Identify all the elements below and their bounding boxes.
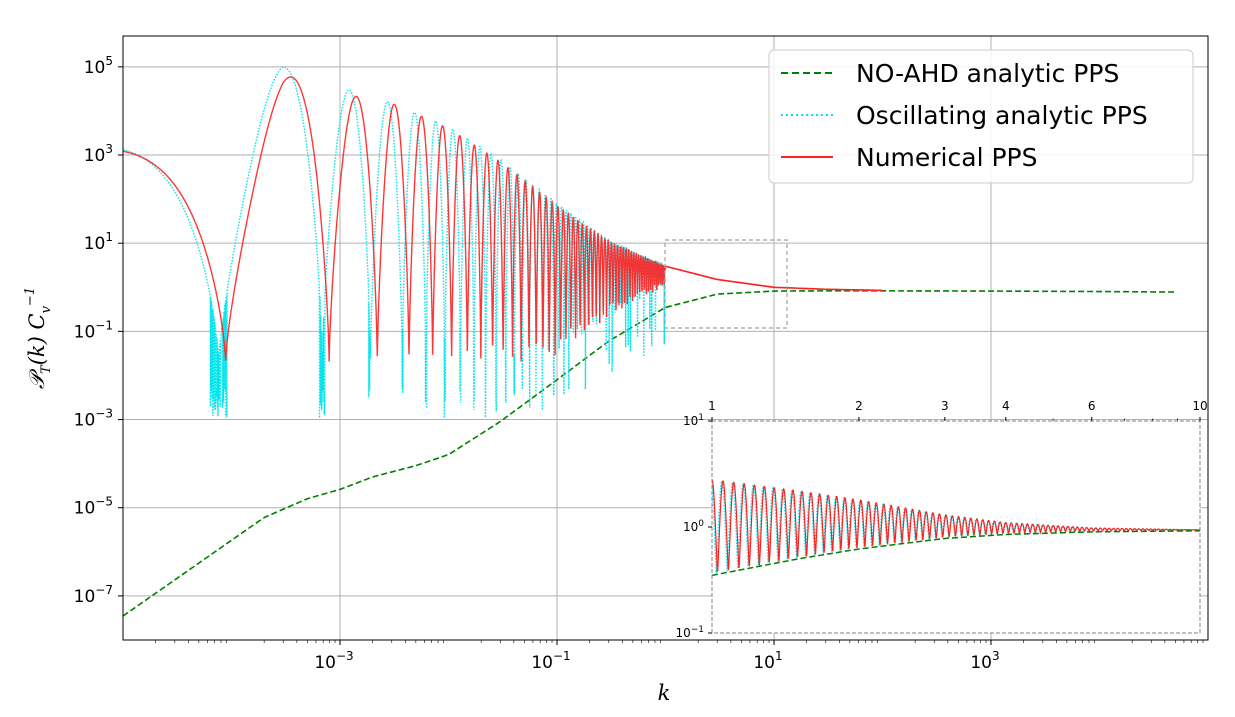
inset-plot-area [712,479,1200,577]
inset-x-tick-label: 6 [1088,399,1096,413]
inset-y-tick-label: 100 [683,519,704,534]
inset-series-no-ahd-line [712,530,1200,577]
x-tick-label: 10−1 [531,649,570,673]
y-tick-exponent: −5 [95,495,113,509]
inset-y-tick-exponent: −1 [691,625,704,635]
inset-y-tick-exponent: 1 [698,413,704,423]
inset-x-tick-label: 4 [1002,399,1010,413]
x-tick-exponent: 3 [992,649,1000,663]
main-plot-area [123,66,1176,617]
y-tick-label: 105 [84,54,113,78]
main-axes-frame [122,35,1209,641]
y-tick-base: 10 [84,58,106,78]
y-tick-base: 10 [74,499,96,519]
inset-x-tick-label: 2 [855,399,863,413]
legend: NO-AHD analytic PPS Oscillating analytic… [768,49,1194,184]
y-tick-exponent: 5 [105,54,113,68]
x-tick-label: 101 [753,649,782,673]
zoom-region-box [664,239,788,329]
y-tick-label: 10−5 [74,495,113,519]
series-oscillating-line [123,66,667,419]
y-tick-label: 101 [84,230,113,254]
series-numerical-tail [665,265,883,292]
y-tick-base: 10 [84,234,106,254]
y-tick-base: 10 [74,587,96,607]
inset-series-numerical-line [712,479,1200,573]
inset-y-tick-label: 10−1 [675,625,704,640]
y-tick-exponent: 3 [105,142,113,156]
legend-label-oscillating: Oscillating analytic PPS [856,101,1148,130]
x-tick-exponent: 1 [775,649,783,663]
inset-x-tick-label: 3 [941,399,949,413]
y-tick-exponent: −7 [95,583,113,597]
y-tick-exponent: 1 [105,230,113,244]
inset-y-tick-exponent: 0 [698,519,704,529]
inset-y-tick-base: 10 [683,414,698,428]
y-tick-exponent: −3 [95,407,113,421]
x-tick-exponent: −1 [553,649,571,663]
y-tick-base: 10 [84,146,106,166]
inset-y-tick-base: 10 [675,626,690,640]
y-tick-label: 10−3 [74,407,113,431]
x-tick-exponent: −3 [336,649,354,663]
series-no-ahd-line [123,290,1176,617]
inset-x-tick-label: 1 [708,399,716,413]
y-axis-label: 𝒫T(k) Cv−1 [23,287,54,389]
y-tick-base: 10 [74,411,96,431]
y-tick-base: 10 [74,322,96,342]
x-tick-base: 10 [531,653,553,673]
x-tick-base: 10 [970,653,992,673]
y-tick-label: 103 [84,142,113,166]
x-tick-label: 10−3 [314,649,353,673]
x-tick-labels: 10−3 10−1 101 103 [314,649,999,673]
inset-y-tick-base: 10 [683,520,698,534]
x-tick-base: 10 [753,653,775,673]
y-tick-label: 10−1 [74,318,113,342]
y-tick-label: 10−7 [74,583,113,607]
legend-label-no-ahd: NO-AHD analytic PPS [856,59,1119,88]
inset-y-tick-label: 101 [683,413,704,428]
y-tick-exponent: −1 [95,318,113,332]
inset-background [712,421,1200,633]
main-tick-marks [118,66,1204,645]
x-tick-label: 103 [970,649,999,673]
x-axis-label: k [658,681,671,705]
series-numerical-line [123,76,667,362]
x-tick-base: 10 [314,653,336,673]
legend-box [768,49,1194,184]
legend-label-numerical: Numerical PPS [856,143,1037,172]
inset-x-tick-label: 10 [1192,399,1207,413]
